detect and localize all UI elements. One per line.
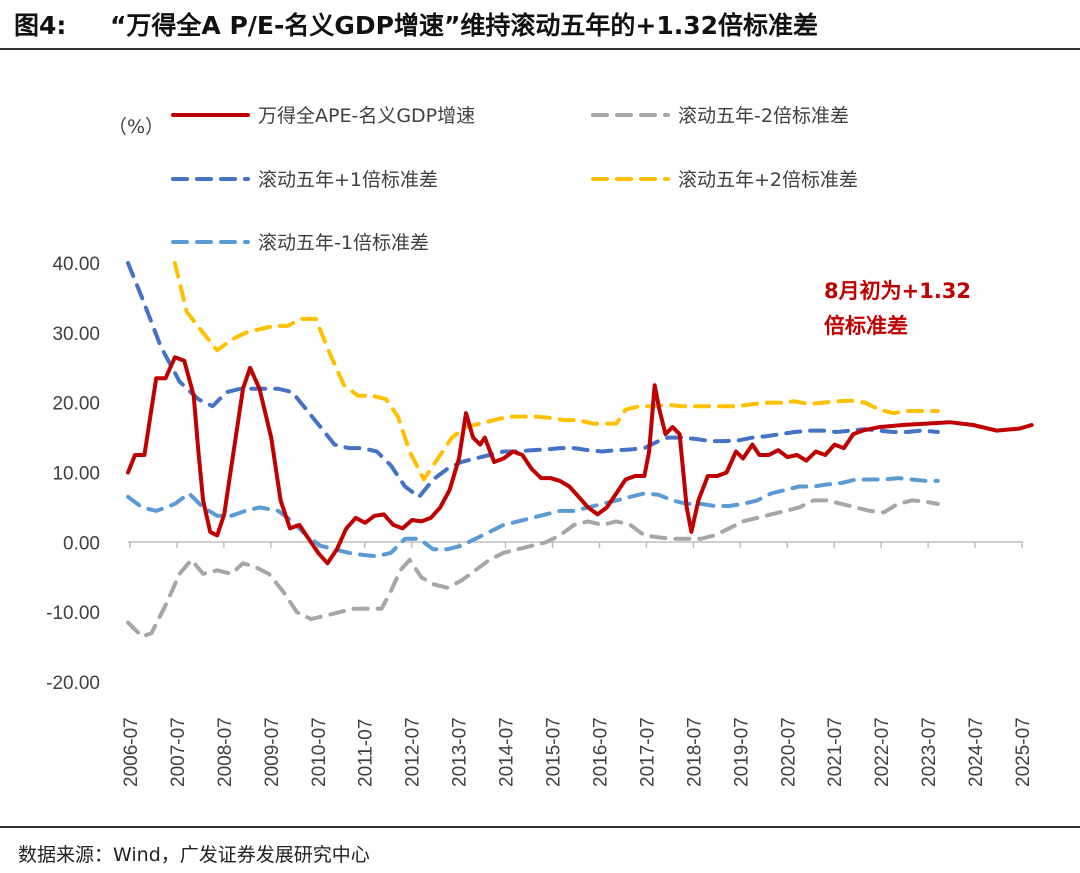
series-line	[172, 261, 940, 482]
y-tick-label: 40.00	[52, 254, 100, 275]
series-line	[126, 261, 940, 499]
x-tick-label: 2024-07	[966, 717, 987, 787]
y-tick-label: 20.00	[52, 394, 100, 415]
x-tick-label: 2007-07	[168, 717, 189, 787]
legend-label: 滚动五年+2倍标准差	[678, 169, 858, 191]
y-tick-label: -10.00	[46, 603, 100, 624]
annotation: 8月初为+1.32 倍标准差	[824, 279, 971, 338]
title-bar: 图4: “万得全A P/E-名义GDP增速”维持滚动五年的+1.32倍标准差	[0, 0, 1080, 50]
series-layer	[126, 261, 1034, 639]
x-tick-label: 2013-07	[450, 717, 471, 787]
annotation-line-1: 8月初为+1.32	[824, 279, 971, 303]
legend-label: 滚动五年-2倍标准差	[678, 105, 849, 127]
y-tick-label: -20.00	[46, 673, 100, 694]
x-tick-label: 2015-07	[544, 717, 565, 787]
chart-title: “万得全A P/E-名义GDP增速”维持滚动五年的+1.32倍标准差	[110, 11, 819, 40]
x-tick-label: 2012-07	[403, 717, 424, 787]
x-tick-label: 2022-07	[872, 717, 893, 787]
x-tick-label: 2008-07	[215, 717, 236, 787]
x-tick-label: 2011-07	[356, 719, 377, 787]
x-tick-label: 2019-07	[731, 717, 752, 787]
annotation-line-2: 倍标准差	[824, 314, 908, 338]
x-tick-label: 2018-07	[684, 717, 705, 787]
footer-divider	[0, 826, 1080, 828]
x-tick-label: 2009-07	[262, 717, 283, 787]
x-tick-label: 2021-07	[825, 717, 846, 787]
y-unit-label: （%）	[108, 116, 164, 138]
y-tick-label: 0.00	[63, 533, 100, 554]
x-tick-label: 2017-07	[637, 717, 658, 787]
series-line	[126, 498, 940, 639]
x-tick-label: 2006-07	[121, 717, 142, 787]
series-line	[126, 355, 1034, 566]
x-tick-label: 2016-07	[590, 717, 611, 787]
figure-label: 图4:	[14, 11, 67, 40]
x-tick-label: 2020-07	[778, 717, 799, 787]
y-tick-label: 30.00	[52, 324, 100, 345]
legend-label: 滚动五年-1倍标准差	[258, 232, 429, 254]
x-tick-label: 2023-07	[919, 717, 940, 787]
x-tick-label: 2025-07	[1013, 717, 1034, 787]
y-axis: 40.00 30.00 20.00 10.00 0.00 -10.00 -20.00	[46, 254, 100, 694]
data-source: 数据来源：Wind，广发证券发展研究中心	[18, 844, 370, 866]
x-tick-label: 2014-07	[497, 717, 518, 787]
legend-label: 万得全APE-名义GDP增速	[258, 105, 475, 127]
x-tick-label: 2010-07	[309, 717, 330, 787]
x-axis: 2006-07 2007-07 2008-07 2009-07 2010-07 2011-…	[121, 541, 1034, 787]
y-tick-label: 10.00	[52, 464, 100, 485]
series-line	[126, 476, 940, 559]
legend-label: 滚动五年+1倍标准差	[258, 169, 438, 191]
